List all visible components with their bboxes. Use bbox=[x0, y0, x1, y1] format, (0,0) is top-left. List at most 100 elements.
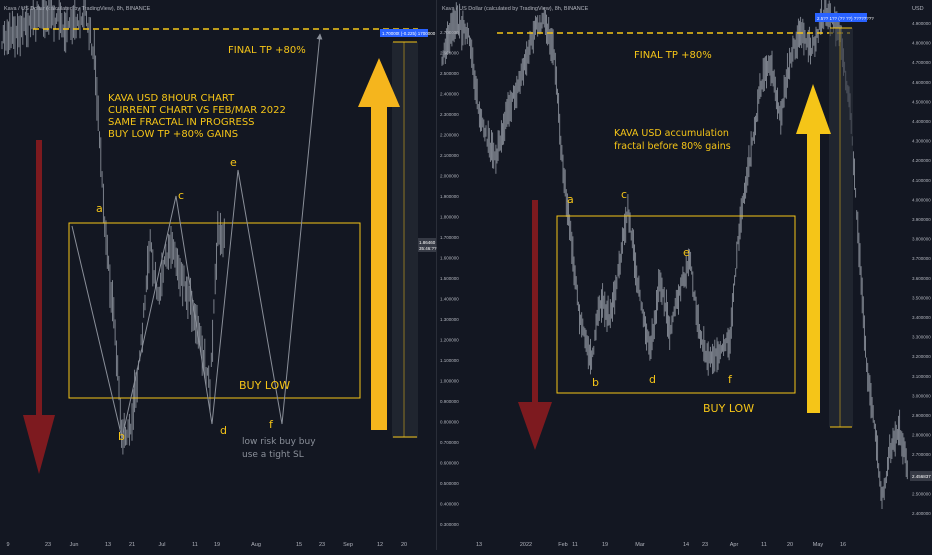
y-tick-label: 4.800000 bbox=[912, 41, 931, 46]
right-panel-bg bbox=[437, 0, 932, 550]
left-projection-path bbox=[71, 33, 323, 439]
x-tick-label: 12 bbox=[377, 542, 383, 548]
right-final-tp: FINAL TP +80% bbox=[634, 50, 712, 61]
right-wave-c: c bbox=[621, 188, 627, 201]
x-tick-label: 13 bbox=[476, 542, 482, 548]
y-tick-label: 0.400000 bbox=[440, 502, 459, 507]
right-tp-arrow bbox=[796, 84, 831, 413]
y-tick-label: 1.900000 bbox=[440, 194, 459, 199]
y-tick-label: 3.600000 bbox=[912, 276, 931, 281]
x-tick-label: Jul bbox=[158, 542, 165, 548]
y-tick-label: 2.800000 bbox=[912, 433, 931, 438]
y-tick-label: 1.100000 bbox=[440, 358, 459, 363]
y-tick-label: 0.500000 bbox=[440, 481, 459, 486]
x-tick-label: 21 bbox=[129, 542, 135, 548]
y-tick-label: 2.400000 bbox=[912, 511, 931, 516]
right-last-price-text: 2.456837 bbox=[912, 474, 931, 479]
y-tick-label: 1.600000 bbox=[440, 256, 459, 261]
x-tick-label: 11 bbox=[192, 542, 198, 548]
y-tick-label: 0.600000 bbox=[440, 461, 459, 466]
y-tick-label: 4.100000 bbox=[912, 178, 931, 183]
x-tick-label: Aug bbox=[251, 542, 261, 548]
y-tick-label: 1.500000 bbox=[440, 276, 459, 281]
y-tick-label: 2.400000 bbox=[440, 92, 459, 97]
x-tick-label: 14 bbox=[683, 542, 689, 548]
x-tick-label: 23 bbox=[319, 542, 325, 548]
left-x-axis: 9 23 Jun 13 21 Jul 11 19 Aug 15 23 Sep 12 20 bbox=[6, 542, 407, 548]
y-tick-label: 4.500000 bbox=[912, 99, 931, 104]
right-wave-b: b bbox=[592, 376, 599, 389]
left-tp-arrow bbox=[358, 58, 400, 430]
right-last-price-tag bbox=[910, 471, 932, 481]
left-wave-b: b bbox=[118, 430, 125, 443]
right-accumulation-line-1: KAVA USD accumulation bbox=[614, 128, 729, 139]
x-tick-label: 19 bbox=[214, 542, 220, 548]
x-tick-label: May bbox=[813, 542, 824, 548]
y-tick-label: 3.700000 bbox=[912, 256, 931, 261]
x-tick-label: 19 bbox=[602, 542, 608, 548]
left-title-line-1: KAVA USD 8HOUR CHART bbox=[108, 93, 235, 104]
y-tick-label: 4.300000 bbox=[912, 139, 931, 144]
x-tick-label: 15 bbox=[296, 542, 302, 548]
left-note-line-1: low risk buy buy bbox=[242, 437, 316, 447]
left-buy-low: BUY LOW bbox=[239, 379, 290, 392]
y-tick-label: 0.300000 bbox=[440, 522, 459, 527]
y-tick-label: 3.800000 bbox=[912, 237, 931, 242]
y-tick-label: 2.000000 bbox=[440, 174, 459, 179]
right-header: Kava / US Dollar (calculated by TradingV… bbox=[442, 6, 589, 12]
right-target-tag bbox=[815, 13, 867, 22]
y-tick-label: 2.500000 bbox=[440, 71, 459, 76]
right-wave-d: d bbox=[649, 373, 656, 386]
panel-divider bbox=[436, 0, 437, 550]
y-tick-label: 2.200000 bbox=[440, 133, 459, 138]
x-tick-label: 13 bbox=[105, 542, 111, 548]
y-tick-label: 2.100000 bbox=[440, 153, 459, 158]
y-tick-label: 3.400000 bbox=[912, 315, 931, 320]
y-tick-label: 3.200000 bbox=[912, 354, 931, 359]
x-tick-label: 11 bbox=[761, 542, 767, 548]
x-tick-label: Jun bbox=[70, 542, 79, 548]
left-last-price-tag bbox=[418, 238, 436, 252]
y-tick-label: 0.900000 bbox=[440, 399, 459, 404]
x-tick-label: 20 bbox=[787, 542, 793, 548]
left-price-axis bbox=[418, 0, 436, 550]
y-tick-label: 2.500000 bbox=[912, 491, 931, 496]
y-tick-label: 1.800000 bbox=[440, 215, 459, 220]
left-price-series bbox=[1, 0, 225, 455]
right-target-tag-text: 2.5?? 1?? (?? ??) ???????? bbox=[817, 16, 874, 21]
right-x-axis: 13 2022 Feb 11 19 Mar 14 23 Apr 11 20 May 16 bbox=[476, 542, 846, 548]
left-measure-bg bbox=[392, 42, 418, 438]
y-tick-label: 4.700000 bbox=[912, 60, 931, 65]
y-tick-label: 4.900000 bbox=[912, 21, 931, 26]
right-y-axis-outer: 4.900000 4.800000 4.700000 4.600000 4.500000… bbox=[912, 21, 931, 516]
y-tick-label: 3.300000 bbox=[912, 335, 931, 340]
right-buy-low: BUY LOW bbox=[703, 402, 754, 415]
y-tick-label: 3.000000 bbox=[912, 393, 931, 398]
y-tick-label: 3.100000 bbox=[912, 374, 931, 379]
y-tick-label: 4.200000 bbox=[912, 158, 931, 163]
left-title-line-2: CURRENT CHART VS FEB/MAR 2022 bbox=[108, 105, 286, 116]
y-tick-label: 0.800000 bbox=[440, 420, 459, 425]
x-tick-label: Apr bbox=[730, 542, 739, 548]
x-tick-label: Mar bbox=[635, 542, 645, 548]
y-tick-label: 2.900000 bbox=[912, 413, 931, 418]
y-tick-label: 1.700000 bbox=[440, 235, 459, 240]
x-tick-label: 23 bbox=[45, 542, 51, 548]
y-tick-label: 4.400000 bbox=[912, 119, 931, 124]
x-tick-label: 20 bbox=[401, 542, 407, 548]
x-tick-label: 23 bbox=[702, 542, 708, 548]
left-last-price-text: 1.86460 bbox=[419, 240, 436, 245]
y-tick-label: 2.600000 bbox=[440, 51, 459, 56]
left-note-line-2: use a tight SL bbox=[242, 450, 304, 460]
right-drop-arrow bbox=[518, 200, 552, 450]
y-tick-label: 1.200000 bbox=[440, 338, 459, 343]
y-tick-label: 3.900000 bbox=[912, 217, 931, 222]
x-tick-label: 9 bbox=[6, 542, 9, 548]
x-tick-label: 2022 bbox=[520, 542, 532, 548]
left-wave-d: d bbox=[220, 424, 227, 437]
right-buy-zone bbox=[556, 215, 796, 394]
left-target-tag-text: 1.70000t (-0.225) 1700000 bbox=[382, 31, 436, 36]
y-tick-label: 4.000000 bbox=[912, 197, 931, 202]
right-wave-e: e bbox=[683, 246, 690, 259]
